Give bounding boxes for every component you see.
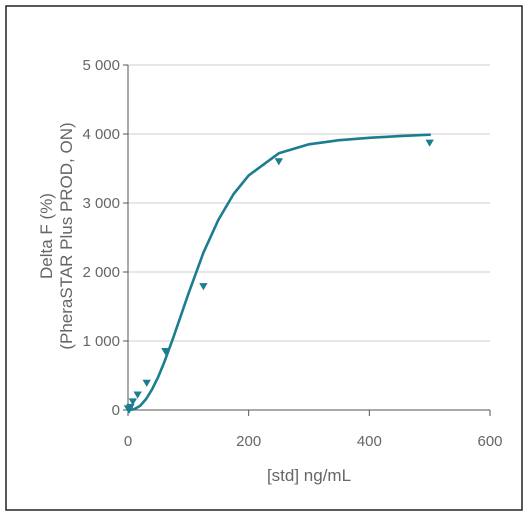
data-point-0-5	[142, 379, 151, 387]
x-tick-label-2: 400	[357, 433, 382, 450]
y-axis-title-line-1: Delta F (%)	[37, 193, 56, 279]
y-axis-title-line-2: (PheraSTAR Plus PROD, ON)	[57, 122, 76, 349]
data-point-0-3	[128, 398, 138, 406]
data-point-0-4	[133, 391, 142, 399]
data-points	[123, 139, 434, 414]
data-point-0-9	[425, 139, 434, 147]
data-point-0-6	[161, 347, 170, 356]
y-tick-label-0: 0	[112, 402, 120, 419]
y-tick-label-2: 2 000	[82, 264, 120, 281]
fit-curve-layer	[126, 133, 431, 412]
y-axis-title: Delta F (%) (PheraSTAR Plus PROD, ON)	[37, 122, 76, 349]
x-tick-label-1: 200	[236, 433, 261, 450]
y-tick-label-5: 5 000	[82, 57, 120, 74]
data-point-0-8	[274, 158, 284, 166]
y-tick-label-1: 1 000	[82, 333, 120, 350]
x-tick-label-0: 0	[124, 433, 132, 450]
fit-curve-line	[126, 133, 431, 412]
chart-border	[5, 5, 523, 511]
x-tick-label-3: 600	[477, 433, 502, 450]
y-tick-label-3: 3 000	[82, 195, 120, 212]
y-tick-label-4: 4 000	[82, 126, 120, 143]
x-axis-title: [std] ng/mL	[267, 466, 351, 485]
data-point-0-7	[199, 283, 208, 291]
tick-labels: 0 1 000 2 000 3 000 4 000 5 000 0 200 400 600	[82, 57, 502, 450]
data-point-0-2	[126, 403, 135, 412]
